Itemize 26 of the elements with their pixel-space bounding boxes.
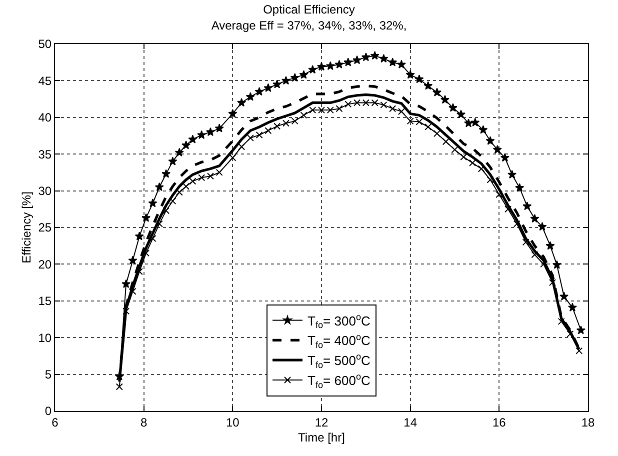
- y-tick-label: 35: [38, 147, 52, 162]
- y-tick-label: 30: [38, 184, 52, 198]
- y-tick-label: 40: [38, 110, 52, 125]
- y-tick-label: 25: [38, 220, 52, 235]
- y-axis-title: Efficiency [%]: [20, 192, 34, 264]
- chart-subtitle: Average Eff = 37%, 34%, 33%, 32%,: [211, 18, 407, 32]
- legend-label: T$_{fo}$= 600$^{o}$C: [308, 372, 370, 390]
- y-tick-label: 5: [44, 368, 52, 382]
- legend-label: T$_{fo}$= 300$^{o}$C: [308, 312, 370, 330]
- y-tick-label: 50: [38, 37, 52, 52]
- chart-title: Optical Efficiency: [263, 2, 355, 17]
- y-tick-label: 15: [38, 294, 52, 308]
- y-tick-label: 0: [44, 404, 52, 418]
- x-tick-label: 6: [52, 415, 59, 430]
- legend-label: T$_{fo}$= 400$^{o}$C: [308, 332, 370, 350]
- legend-label: T$_{fo}$= 500$^{o}$C: [308, 352, 370, 370]
- y-tick-label: 45: [38, 74, 52, 88]
- y-tick-label: 20: [38, 257, 52, 272]
- x-tick-label: 14: [404, 415, 418, 430]
- x-tick-label: 10: [226, 415, 240, 430]
- x-axis-title: Time [hr]: [298, 430, 345, 444]
- x-tick-label: 8: [140, 415, 148, 430]
- y-tick-label: 10: [38, 330, 52, 345]
- x-tick-label: 18: [581, 415, 595, 430]
- x-tick-label: 16: [492, 415, 506, 430]
- x-tick-label: 12: [314, 415, 328, 430]
